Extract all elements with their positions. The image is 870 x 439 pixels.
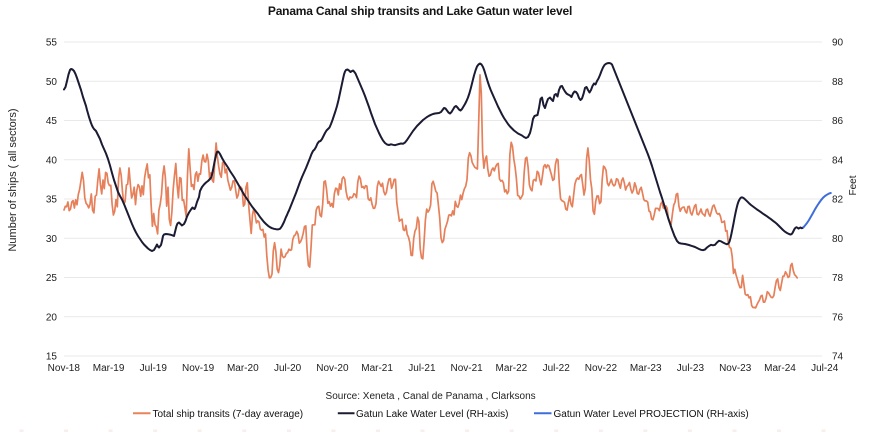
- svg-text:78: 78: [832, 273, 844, 284]
- svg-text:Jul-23: Jul-23: [677, 363, 705, 374]
- svg-text:Mar-20: Mar-20: [227, 363, 259, 374]
- svg-text:Jul-21: Jul-21: [408, 363, 436, 374]
- svg-text:84: 84: [832, 155, 844, 166]
- svg-text:82: 82: [832, 195, 844, 206]
- svg-text:Nov-22: Nov-22: [585, 363, 618, 374]
- svg-text:Nov-19: Nov-19: [182, 363, 215, 374]
- svg-text:15: 15: [46, 352, 58, 363]
- svg-text:Jul-24: Jul-24: [811, 363, 839, 374]
- svg-text:55: 55: [46, 38, 58, 49]
- svg-text:80: 80: [832, 234, 844, 245]
- svg-text:40: 40: [46, 155, 58, 166]
- svg-text:88: 88: [832, 77, 844, 88]
- svg-text:86: 86: [832, 116, 844, 127]
- svg-text:Nov-21: Nov-21: [450, 363, 483, 374]
- svg-text:20: 20: [46, 312, 58, 323]
- svg-text:35: 35: [46, 195, 58, 206]
- svg-text:Number of ships ( all sectors): Number of ships ( all sectors): [7, 108, 19, 251]
- svg-text:Mar-19: Mar-19: [93, 363, 125, 374]
- svg-text:Jul-20: Jul-20: [274, 363, 302, 374]
- svg-text:Nov-23: Nov-23: [719, 363, 752, 374]
- svg-text:Jul-19: Jul-19: [140, 363, 168, 374]
- svg-text:Mar-24: Mar-24: [764, 363, 796, 374]
- svg-text:Gatun Water Level PROJECTION (: Gatun Water Level PROJECTION (RH-axis): [554, 409, 749, 420]
- svg-text:Jul-22: Jul-22: [543, 363, 571, 374]
- svg-text:Total ship transits (7-day ave: Total ship transits (7-day average): [153, 409, 304, 420]
- svg-text:45: 45: [46, 116, 58, 127]
- svg-text:Mar-23: Mar-23: [630, 363, 662, 374]
- svg-text:Feet: Feet: [848, 175, 859, 195]
- svg-text:25: 25: [46, 273, 58, 284]
- svg-text:Mar-21: Mar-21: [361, 363, 393, 374]
- svg-text:76: 76: [832, 312, 844, 323]
- svg-text:74: 74: [832, 352, 844, 363]
- svg-text:Panama Canal ship transits and: Panama Canal ship transits and Lake Gatu…: [268, 4, 572, 18]
- svg-text:Source: Xeneta , Canal de Pana: Source: Xeneta , Canal de Panama , Clark…: [326, 391, 536, 402]
- svg-text:Gatun Lake Water Level (RH-axi: Gatun Lake Water Level (RH-axis): [356, 409, 508, 420]
- svg-text:Mar-22: Mar-22: [496, 363, 528, 374]
- svg-text:Nov-20: Nov-20: [316, 363, 349, 374]
- svg-text:50: 50: [46, 77, 58, 88]
- svg-text:Nov-18: Nov-18: [48, 363, 81, 374]
- svg-text:90: 90: [832, 38, 844, 49]
- svg-text:30: 30: [46, 234, 58, 245]
